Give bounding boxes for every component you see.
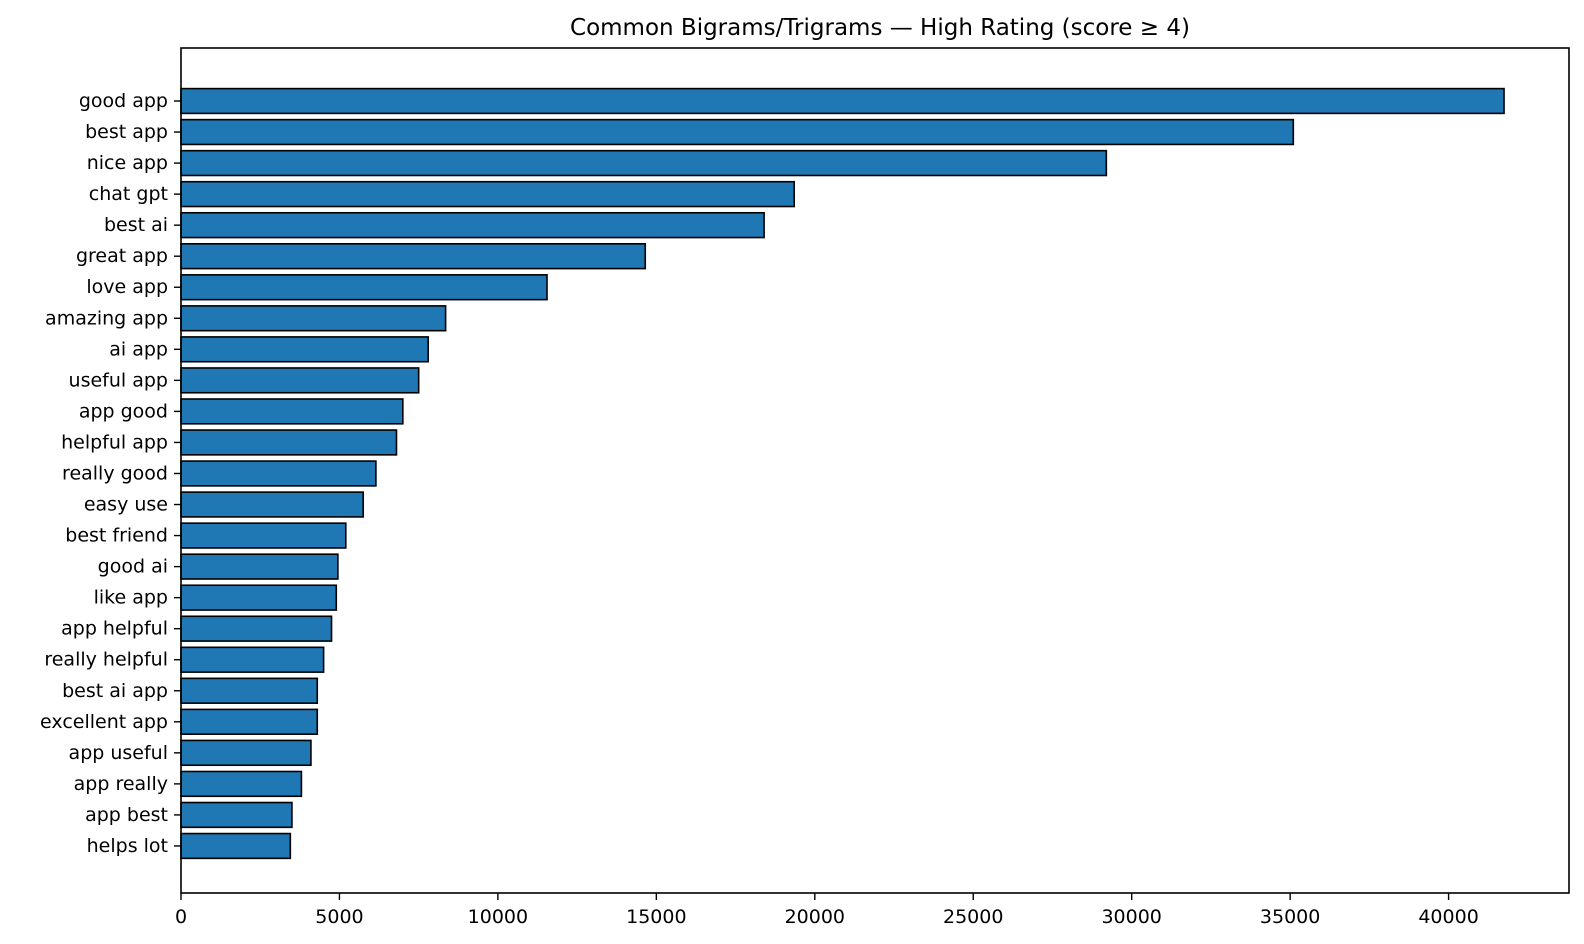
y-tick-label: app good xyxy=(79,400,168,422)
bar-good-app xyxy=(180,87,1505,115)
y-tick-label: great app xyxy=(76,245,168,267)
bar-really-good xyxy=(180,460,377,487)
bar-love-app xyxy=(180,274,548,301)
bar-best-ai xyxy=(180,211,765,239)
y-tick-label: like app xyxy=(94,587,168,609)
bar-ai-app xyxy=(180,336,429,363)
bar-easy-use xyxy=(180,491,365,518)
y-tick-label: excellent app xyxy=(40,711,168,733)
plot-frame xyxy=(180,47,1570,894)
bar-nice-app xyxy=(180,149,1108,177)
y-tick-label: app helpful xyxy=(61,618,168,640)
y-tick-label: app useful xyxy=(69,742,168,764)
x-axis: 0 5000 10000 15000 20000 25000 30000 35000 40000 xyxy=(175,893,1479,928)
y-tick-label: ai app xyxy=(109,338,168,360)
y-tick-label: good ai xyxy=(98,556,168,578)
y-tick-label: best ai xyxy=(104,214,168,236)
bar-chat-gpt xyxy=(180,180,795,208)
y-tick-label: best friend xyxy=(65,525,168,547)
bar-best-app xyxy=(180,118,1295,146)
x-tick-label: 25000 xyxy=(943,906,1003,928)
y-tick-label: good app xyxy=(79,90,168,112)
bar-app-best xyxy=(180,801,293,829)
x-tick-label: 30000 xyxy=(1101,906,1161,928)
bar-helpful-app xyxy=(180,429,398,456)
x-tick-label: 40000 xyxy=(1418,906,1478,928)
y-tick-label: helpful app xyxy=(61,431,168,453)
x-tick-label: 5000 xyxy=(315,906,363,928)
y-tick-label: best ai app xyxy=(62,680,168,702)
bar-good-ai xyxy=(180,553,339,580)
x-tick-label: 15000 xyxy=(626,906,686,928)
bar-amazing-app xyxy=(180,305,447,332)
y-tick-label: useful app xyxy=(69,369,168,391)
bar-helps-lot xyxy=(180,832,292,860)
x-tick-label: 35000 xyxy=(1260,906,1320,928)
y-tick-label: chat gpt xyxy=(89,183,168,205)
bar-app-helpful xyxy=(180,615,333,642)
bar-app-good xyxy=(180,398,404,425)
y-axis: good app best app nice app chat gpt best ai g… xyxy=(40,90,181,857)
y-tick-label: helps lot xyxy=(87,835,168,857)
y-tick-label: app really xyxy=(74,773,168,795)
x-tick-label: 20000 xyxy=(785,906,845,928)
y-tick-label: love app xyxy=(86,276,168,298)
y-tick-label: app best xyxy=(85,804,168,826)
chart-title: Common Bigrams/Trigrams — High Rating (s… xyxy=(570,15,1190,41)
bar-app-really xyxy=(180,770,303,798)
bar-really-helpful xyxy=(180,646,325,673)
bar-excellent-app xyxy=(180,708,319,736)
y-tick-label: really good xyxy=(62,462,168,484)
y-tick-label: easy use xyxy=(84,494,168,516)
y-tick-label: best app xyxy=(85,121,168,143)
bar-best-ai-app xyxy=(180,677,319,704)
y-tick-label: really helpful xyxy=(44,649,168,671)
bar-like-app xyxy=(180,584,338,611)
bar-great-app xyxy=(180,243,647,270)
x-tick-label: 0 xyxy=(175,906,187,928)
bar-useful-app xyxy=(180,367,420,394)
bars-layer xyxy=(180,87,1505,860)
y-tick-label: amazing app xyxy=(45,307,168,329)
bar-best-friend xyxy=(180,522,347,549)
x-tick-label: 10000 xyxy=(468,906,528,928)
y-tick-label: nice app xyxy=(87,152,168,174)
bar-app-useful xyxy=(180,739,312,767)
